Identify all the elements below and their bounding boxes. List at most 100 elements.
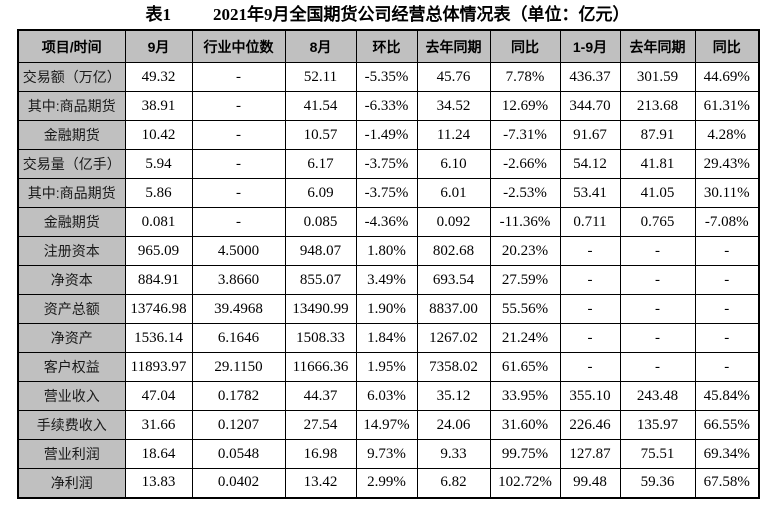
cell-value: 0.092 — [416, 207, 491, 237]
cell-value: 11893.97 — [124, 352, 193, 382]
cell-value: 99.75% — [489, 439, 561, 469]
cell-value: 243.48 — [619, 381, 696, 411]
cell-value: 8837.00 — [416, 294, 491, 324]
table-row: 净资本 884.91 3.8660 855.07 3.49% 693.54 27.59% - -… — [17, 265, 760, 295]
cell-value: - — [619, 265, 696, 295]
table-row: 注册资本 965.09 4.5000 948.07 1.80% 802.68 20.23% -… — [17, 236, 760, 266]
header-cell-last-year-cum: 去年同期 — [619, 29, 696, 63]
cell-value: 0.1207 — [191, 410, 286, 440]
cell-value: 213.68 — [619, 91, 696, 121]
cell-value: 39.4968 — [191, 294, 286, 324]
table-body: 交易额（万亿） 49.32-52.11 -5.35% 45.76 7.78% 436.37… — [17, 62, 760, 498]
cell-value: 47.04 — [124, 381, 193, 411]
cell-value: 948.07 — [284, 236, 357, 266]
cell-value: 14.97% — [355, 410, 418, 440]
cell-value: - — [191, 178, 286, 208]
header-cell-yoy: 同比 — [489, 29, 561, 63]
cell-value: 965.09 — [124, 236, 193, 266]
cell-value: - — [559, 236, 621, 266]
cell-value: 41.54 — [284, 91, 357, 121]
table-row: 其中:商品期货 38.91-41.54 -6.33% 34.52 12.69% 344.7… — [17, 91, 760, 121]
cell-value: - — [619, 294, 696, 324]
cell-value: 2.99% — [355, 468, 418, 498]
cell-value: 9.33 — [416, 439, 491, 469]
row-label: 客户权益 — [17, 352, 126, 382]
cell-value: - — [559, 323, 621, 353]
table-title-label: 表1 — [145, 5, 172, 24]
futures-summary-table: 项目/时间 9月 行业中位数 8月 环比 去年同期 同比 1-9月 去年同期 同… — [17, 29, 760, 499]
row-label: 营业利润 — [17, 439, 126, 469]
cell-value: 5.94 — [124, 149, 193, 179]
row-label: 注册资本 — [17, 236, 126, 266]
cell-value: - — [619, 323, 696, 353]
cell-value: -1.49% — [355, 120, 418, 150]
cell-value: 4.28% — [694, 120, 760, 150]
row-label: 其中:商品期货 — [17, 91, 126, 121]
row-label: 资产总额 — [17, 294, 126, 324]
table-title: 表1 2021年9月全国期货公司经营总体情况表（单位：亿元） — [17, 4, 758, 26]
cell-value: - — [191, 62, 286, 92]
cell-value: 34.52 — [416, 91, 491, 121]
cell-value: 0.085 — [284, 207, 357, 237]
cell-value: - — [694, 294, 760, 324]
cell-value: 27.59% — [489, 265, 561, 295]
header-cell-jan-sep: 1-9月 — [559, 29, 621, 63]
cell-value: - — [694, 236, 760, 266]
header-cell-september: 9月 — [124, 29, 193, 63]
table-row: 其中:商品期货 5.86-6.09 -3.75% 6.01 -2.53% 53.41 41.… — [17, 178, 760, 208]
cell-value: 11666.36 — [284, 352, 357, 382]
cell-value: - — [619, 352, 696, 382]
cell-value: 87.91 — [619, 120, 696, 150]
cell-value: - — [694, 265, 760, 295]
cell-value: 45.76 — [416, 62, 491, 92]
cell-value: 59.36 — [619, 468, 696, 498]
cell-value: 29.1150 — [191, 352, 286, 382]
cell-value: - — [694, 352, 760, 382]
cell-value: 69.34% — [694, 439, 760, 469]
table-row: 金融期货 0.081-0.085 -4.36% 0.092 -11.36% 0.711 0.… — [17, 207, 760, 237]
cell-value: 24.06 — [416, 410, 491, 440]
cell-value: 1.90% — [355, 294, 418, 324]
cell-value: - — [559, 294, 621, 324]
cell-value: 44.69% — [694, 62, 760, 92]
cell-value: - — [191, 91, 286, 121]
cell-value: 13.42 — [284, 468, 357, 498]
cell-value: 6.01 — [416, 178, 491, 208]
cell-value: 13.83 — [124, 468, 193, 498]
row-label: 金融期货 — [17, 207, 126, 237]
table-row: 营业利润 18.64 0.0548 16.98 9.73% 9.33 99.75% 127.8… — [17, 439, 760, 469]
table-row: 营业收入 47.04 0.1782 44.37 6.03% 35.12 33.95% 355.… — [17, 381, 760, 411]
cell-value: 0.0548 — [191, 439, 286, 469]
row-label: 金融期货 — [17, 120, 126, 150]
cell-value: 75.51 — [619, 439, 696, 469]
cell-value: 344.70 — [559, 91, 621, 121]
cell-value: 855.07 — [284, 265, 357, 295]
table-row: 净资产 1536.14 6.1646 1508.33 1.84% 1267.02 21.24… — [17, 323, 760, 353]
cell-value: 10.57 — [284, 120, 357, 150]
cell-value: 13746.98 — [124, 294, 193, 324]
cell-value: -11.36% — [489, 207, 561, 237]
cell-value: 13490.99 — [284, 294, 357, 324]
cell-value: 31.66 — [124, 410, 193, 440]
cell-value: 41.05 — [619, 178, 696, 208]
table-row: 资产总额 13746.98 39.4968 13490.99 1.90% 8837.00 5… — [17, 294, 760, 324]
cell-value: 3.49% — [355, 265, 418, 295]
cell-value: - — [619, 236, 696, 266]
cell-value: 9.73% — [355, 439, 418, 469]
cell-value: 7358.02 — [416, 352, 491, 382]
cell-value: - — [694, 323, 760, 353]
header-cell-august: 8月 — [284, 29, 357, 63]
cell-value: 35.12 — [416, 381, 491, 411]
cell-value: - — [559, 352, 621, 382]
cell-value: 27.54 — [284, 410, 357, 440]
table-row: 金融期货 10.42-10.57 -1.49% 11.24 -7.31% 91.67 87.… — [17, 120, 760, 150]
cell-value: 1536.14 — [124, 323, 193, 353]
cell-value: - — [191, 149, 286, 179]
table-row: 交易量（亿手） 5.94-6.17 -3.75% 6.10 -2.66% 54.12 41.… — [17, 149, 760, 179]
row-label: 净资本 — [17, 265, 126, 295]
cell-value: 6.82 — [416, 468, 491, 498]
table-row: 客户权益 11893.97 29.1150 11666.36 1.95% 7358.02 6… — [17, 352, 760, 382]
cell-value: 355.10 — [559, 381, 621, 411]
cell-value: -4.36% — [355, 207, 418, 237]
cell-value: 49.32 — [124, 62, 193, 92]
